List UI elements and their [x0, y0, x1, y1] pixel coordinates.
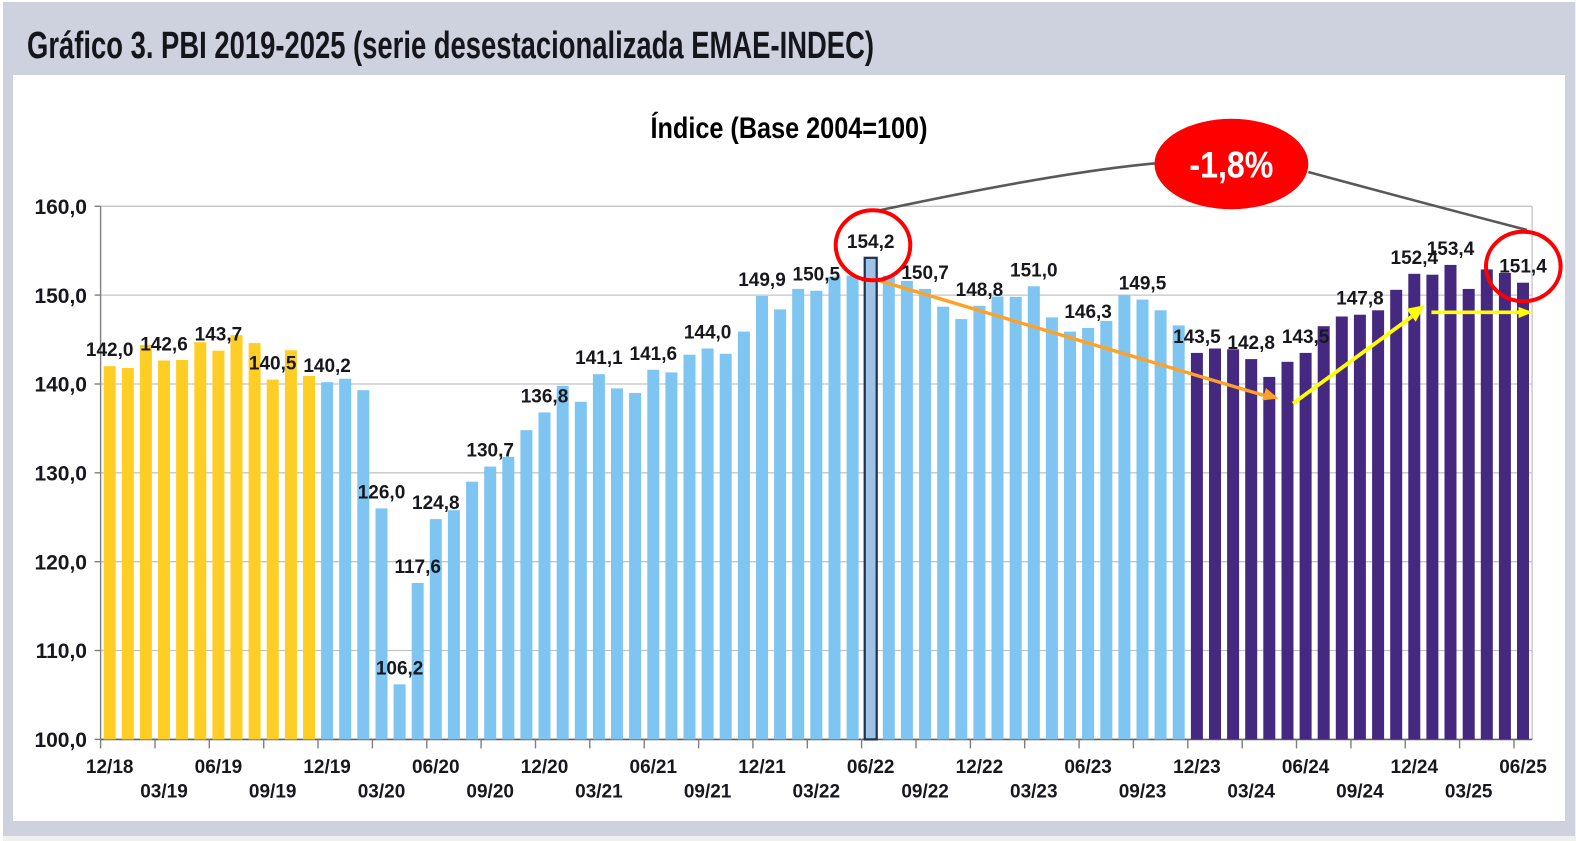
svg-text:Gráfico 3. PBI 2019-2025 (seri: Gráfico 3. PBI 2019-2025 (serie desestac…: [27, 25, 874, 67]
svg-text:106,2: 106,2: [376, 658, 424, 679]
svg-text:147,8: 147,8: [1336, 289, 1384, 310]
svg-text:149,9: 149,9: [738, 270, 786, 291]
svg-text:12/22: 12/22: [956, 757, 1004, 778]
svg-text:12/19: 12/19: [303, 757, 351, 778]
svg-text:06/24: 06/24: [1282, 757, 1330, 778]
svg-text:12/21: 12/21: [738, 757, 786, 778]
svg-text:160,0: 160,0: [34, 196, 87, 219]
svg-text:12/20: 12/20: [521, 757, 569, 778]
svg-text:09/23: 09/23: [1119, 782, 1167, 803]
svg-text:03/22: 03/22: [793, 782, 841, 803]
svg-text:03/21: 03/21: [575, 782, 623, 803]
svg-text:150,5: 150,5: [793, 265, 841, 286]
svg-text:09/19: 09/19: [249, 782, 297, 803]
svg-text:09/21: 09/21: [684, 782, 732, 803]
svg-text:03/23: 03/23: [1010, 782, 1058, 803]
svg-text:Índice (Base 2004=100): Índice (Base 2004=100): [651, 111, 928, 145]
svg-text:06/23: 06/23: [1064, 757, 1112, 778]
svg-text:12/18: 12/18: [86, 757, 134, 778]
svg-text:151,0: 151,0: [1010, 260, 1058, 281]
svg-text:142,0: 142,0: [86, 340, 134, 361]
svg-text:130,7: 130,7: [466, 441, 514, 462]
svg-text:03/24: 03/24: [1227, 782, 1275, 803]
svg-text:152,4: 152,4: [1391, 248, 1439, 269]
svg-text:06/21: 06/21: [630, 757, 678, 778]
svg-text:126,0: 126,0: [358, 482, 406, 503]
svg-text:06/20: 06/20: [412, 757, 460, 778]
svg-text:03/19: 03/19: [140, 782, 188, 803]
svg-text:153,4: 153,4: [1427, 239, 1475, 260]
svg-text:12/24: 12/24: [1391, 757, 1439, 778]
svg-text:144,0: 144,0: [684, 323, 732, 344]
svg-text:110,0: 110,0: [36, 640, 87, 663]
svg-text:03/20: 03/20: [358, 782, 406, 803]
svg-text:136,8: 136,8: [521, 386, 569, 407]
svg-text:06/19: 06/19: [195, 757, 243, 778]
svg-text:124,8: 124,8: [412, 493, 460, 514]
svg-text:142,6: 142,6: [140, 335, 188, 356]
svg-text:146,3: 146,3: [1064, 302, 1112, 323]
svg-text:117,6: 117,6: [394, 557, 441, 578]
svg-text:143,5: 143,5: [1282, 327, 1330, 348]
svg-text:150,7: 150,7: [901, 263, 949, 284]
svg-text:120,0: 120,0: [34, 551, 87, 574]
svg-text:100,0: 100,0: [34, 729, 87, 752]
svg-text:140,5: 140,5: [249, 354, 297, 375]
svg-text:154,2: 154,2: [847, 232, 895, 253]
svg-text:140,0: 140,0: [34, 374, 87, 397]
svg-text:12/23: 12/23: [1173, 757, 1221, 778]
svg-text:143,7: 143,7: [195, 325, 243, 346]
svg-text:143,5: 143,5: [1173, 327, 1221, 348]
svg-text:151,4: 151,4: [1499, 257, 1547, 278]
svg-text:09/20: 09/20: [466, 782, 514, 803]
svg-text:130,0: 130,0: [34, 463, 87, 486]
svg-text:141,1: 141,1: [575, 348, 623, 369]
svg-text:141,6: 141,6: [630, 344, 678, 365]
svg-text:140,2: 140,2: [303, 356, 351, 377]
svg-text:150,0: 150,0: [34, 285, 87, 308]
svg-text:03/25: 03/25: [1445, 782, 1493, 803]
svg-text:09/22: 09/22: [901, 782, 949, 803]
svg-text:148,8: 148,8: [956, 280, 1004, 301]
svg-text:-1,8%: -1,8%: [1189, 145, 1273, 186]
svg-text:149,5: 149,5: [1119, 274, 1167, 295]
svg-text:06/25: 06/25: [1499, 757, 1547, 778]
svg-text:06/22: 06/22: [847, 757, 895, 778]
svg-text:142,8: 142,8: [1227, 333, 1275, 354]
svg-text:09/24: 09/24: [1336, 782, 1384, 803]
